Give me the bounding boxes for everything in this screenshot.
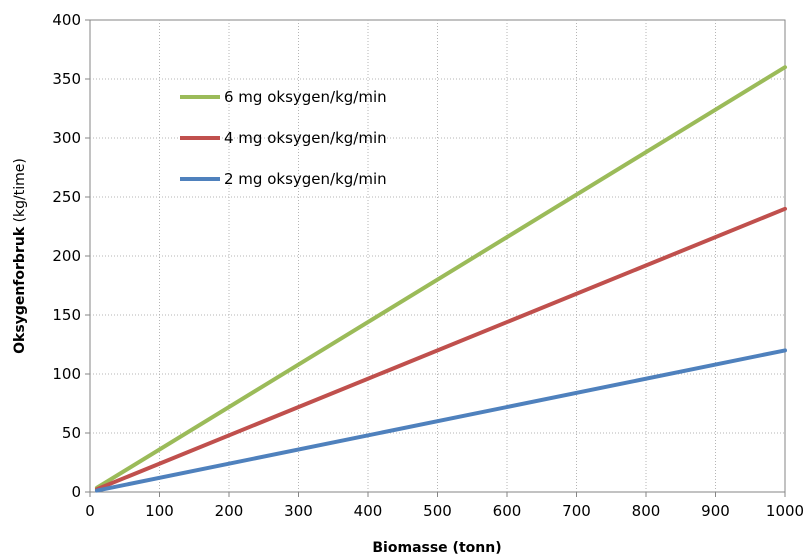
x-axis-ticks: 0 100 200 300 400 500 600 700 800 900 1000 (85, 492, 804, 520)
legend-label-0: 6 mg oksygen/kg/min (224, 88, 387, 106)
x-tick-label: 100 (145, 502, 174, 520)
y-axis-ticks: 0 50 100 150 200 250 300 350 400 (52, 11, 90, 501)
x-tick-label: 800 (632, 502, 661, 520)
y-tick-label: 50 (62, 424, 81, 442)
y-axis-title-unit: (kg/time) (12, 158, 28, 227)
x-tick-label: 600 (493, 502, 522, 520)
x-tick-label: 700 (562, 502, 591, 520)
x-tick-label: 0 (85, 502, 95, 520)
series-line-2 (94, 348, 787, 493)
y-axis-title-main: Oksygenforbruk (12, 226, 28, 354)
legend-label-2: 2 mg oksygen/kg/min (224, 170, 387, 188)
legend-label-1: 4 mg oksygen/kg/min (224, 129, 387, 147)
y-tick-label: 0 (71, 483, 81, 501)
x-axis-title: Biomasse (tonn) (372, 540, 501, 556)
x-tick-label: 1000 (766, 502, 804, 520)
y-tick-label: 200 (52, 247, 81, 265)
y-tick-label: 300 (52, 129, 81, 147)
x-tick-label: 200 (215, 502, 244, 520)
y-tick-label: 400 (52, 11, 81, 29)
x-tick-label: 900 (701, 502, 730, 520)
y-tick-label: 150 (52, 306, 81, 324)
series-line-1 (94, 206, 787, 492)
y-tick-label: 350 (52, 70, 81, 88)
y-axis-title: Oksygenforbruk (kg/time) (12, 158, 28, 354)
series-lines (94, 65, 787, 493)
legend: 6 mg oksygen/kg/min 4 mg oksygen/kg/min 2 … (180, 88, 387, 188)
x-tick-label: 500 (423, 502, 452, 520)
y-tick-label: 250 (52, 188, 81, 206)
x-tick-label: 300 (284, 502, 313, 520)
x-tick-label: 400 (354, 502, 383, 520)
series-line-0 (94, 65, 787, 490)
y-tick-label: 100 (52, 365, 81, 383)
